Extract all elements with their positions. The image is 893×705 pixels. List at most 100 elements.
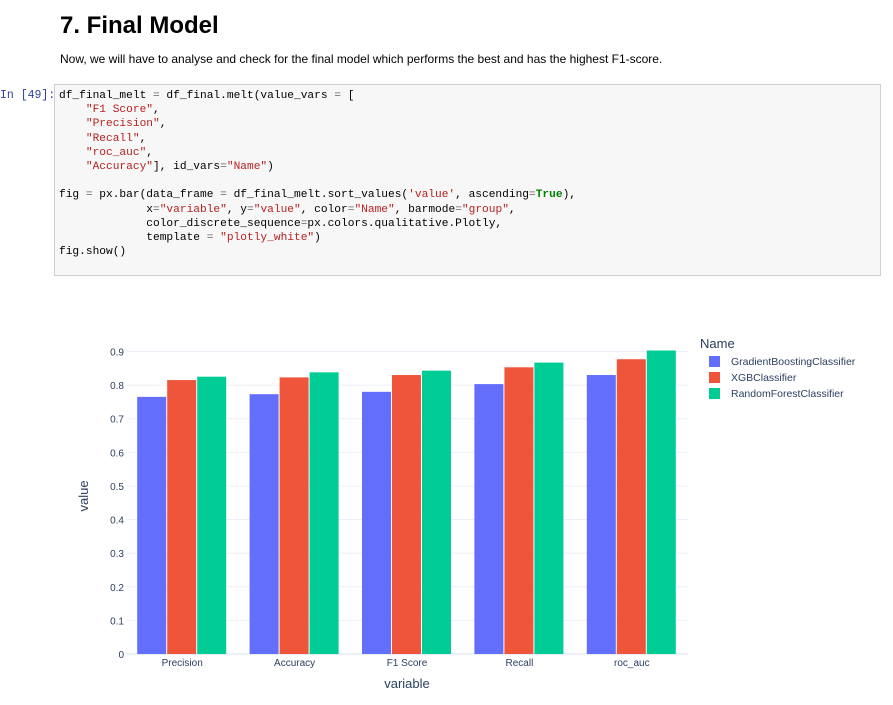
x-tick-label: Accuracy <box>274 658 315 669</box>
x-tick-label: Precision <box>162 658 203 669</box>
bar-XGBClassifier-F1 Score[interactable] <box>392 375 421 654</box>
y-axis-title: value <box>76 480 91 511</box>
code-token: True <box>535 189 563 202</box>
code-cell[interactable]: df_final_melt = df_final.melt(value_vars… <box>54 84 881 276</box>
code-token <box>59 147 86 159</box>
code-token: , color <box>300 203 348 216</box>
code-token: [ <box>341 90 355 102</box>
code-token: "roc_auc" <box>85 146 147 159</box>
code-token: , <box>159 118 167 131</box>
x-tick-label: roc_auc <box>614 658 650 669</box>
section-heading: 7. Final Model <box>60 12 219 39</box>
code-token: = <box>455 203 462 216</box>
y-tick-label: 0 <box>118 650 124 661</box>
code-token: px.bar(data_frame <box>92 189 221 202</box>
code-token: = <box>529 189 536 202</box>
code-token: df_final_melt.sort_values( <box>226 189 409 202</box>
bar-GradientBoostingClassifier-Accuracy[interactable] <box>249 394 279 654</box>
code-token: "Accuracy" <box>85 161 153 174</box>
code-editor[interactable]: df_final_melt = df_final.melt(value_vars… <box>59 89 576 259</box>
code-token: = <box>220 189 227 202</box>
x-tick-label: F1 Score <box>387 658 428 669</box>
code-token <box>59 161 86 173</box>
code-token: ) <box>314 232 321 245</box>
legend-swatch <box>709 356 720 367</box>
code-token: fig.show() <box>59 246 127 259</box>
y-tick-label: 0.9 <box>110 348 124 359</box>
x-axis-title: variable <box>384 676 430 691</box>
legend-swatch <box>709 388 720 399</box>
legend-label: GradientBoostingClassifier <box>731 356 856 368</box>
bar-GradientBoostingClassifier-roc_auc[interactable] <box>586 375 616 654</box>
code-token: = <box>85 189 93 202</box>
code-token: = <box>300 217 308 230</box>
bar-RandomForestClassifier-Accuracy[interactable] <box>309 372 339 654</box>
bar-GradientBoostingClassifier-Recall[interactable] <box>474 384 504 654</box>
code-token: , <box>153 104 160 117</box>
code-token: df_final.melt(value_vars <box>159 90 335 102</box>
bar-GradientBoostingClassifier-Precision[interactable] <box>137 396 167 654</box>
code-token: "value" <box>253 203 301 216</box>
y-tick-label: 0.8 <box>110 381 124 392</box>
code-token: color_discrete_sequence <box>59 217 301 230</box>
code-token: , ascending <box>455 189 529 202</box>
code-token: ], id_vars <box>153 161 221 174</box>
code-token: = <box>153 90 160 102</box>
code-token: "F1 Score" <box>85 104 153 117</box>
code-token: df_final_melt <box>59 90 153 102</box>
code-token: template <box>59 232 207 245</box>
markdown-paragraph: Now, we will have to analyse and check f… <box>60 52 663 66</box>
bar-XGBClassifier-Recall[interactable] <box>504 367 534 654</box>
y-tick-label: 0.1 <box>110 616 124 627</box>
y-tick-label: 0.5 <box>110 482 124 493</box>
bar-XGBClassifier-Accuracy[interactable] <box>279 377 309 654</box>
code-token <box>59 133 86 145</box>
code-token: = <box>247 203 254 216</box>
y-tick-label: 0.6 <box>110 448 124 459</box>
code-token: , barmode <box>394 203 456 216</box>
code-token: px.colors.qualitative.Plotly, <box>307 217 503 230</box>
bar-GradientBoostingClassifier-F1 Score[interactable] <box>362 391 391 654</box>
bar-RandomForestClassifier-roc_auc[interactable] <box>646 350 676 654</box>
code-token: "Precision" <box>85 118 160 131</box>
legend-title: Name <box>700 336 735 351</box>
x-tick-label: Recall <box>506 658 534 669</box>
code-token: "group" <box>461 203 509 216</box>
legend-item[interactable]: GradientBoostingClassifier <box>709 356 856 368</box>
y-tick-label: 0.4 <box>110 516 124 527</box>
legend-item[interactable]: RandomForestClassifier <box>709 388 844 400</box>
bar-XGBClassifier-Precision[interactable] <box>167 380 197 654</box>
y-tick-label: 0.7 <box>110 415 124 426</box>
y-tick-label: 0.2 <box>110 583 124 594</box>
code-token: 'value' <box>408 189 456 202</box>
code-token: fig <box>59 189 86 202</box>
code-token: "variable" <box>159 203 227 216</box>
code-token: = <box>347 203 355 216</box>
bar-RandomForestClassifier-F1 Score[interactable] <box>422 370 451 654</box>
code-token: , <box>139 132 147 145</box>
legend-item[interactable]: XGBClassifier <box>709 372 797 384</box>
code-token: "Recall" <box>85 132 140 145</box>
code-token: = <box>334 90 341 102</box>
cell-prompt: In [49]: <box>0 89 56 102</box>
code-token: "Name" <box>354 203 395 216</box>
legend-label: RandomForestClassifier <box>731 388 844 400</box>
code-token <box>59 118 86 130</box>
chart-output: 0 0.1 0.2 0.3 0.4 0.5 0.6 0.7 0.8 0.9 Precision Ac… <box>0 300 893 705</box>
bar-chart: 0 0.1 0.2 0.3 0.4 0.5 0.6 0.7 0.8 0.9 Precision Ac… <box>76 336 856 691</box>
bar-RandomForestClassifier-Precision[interactable] <box>197 376 227 654</box>
code-token: ) <box>267 161 274 174</box>
code-token <box>59 104 86 116</box>
code-token: ), <box>562 189 577 202</box>
code-token: , <box>146 146 154 159</box>
legend-swatch <box>709 372 720 383</box>
code-token: = <box>153 203 160 216</box>
bar-XGBClassifier-roc_auc[interactable] <box>616 359 646 654</box>
code-token: "plotly_white" <box>220 232 315 245</box>
code-token: "Name" <box>226 161 268 174</box>
code-token: , <box>508 203 516 216</box>
code-token: x <box>59 203 153 216</box>
bar-RandomForestClassifier-Recall[interactable] <box>534 362 564 654</box>
code-token: , y <box>226 203 248 216</box>
code-token: = <box>206 232 214 245</box>
